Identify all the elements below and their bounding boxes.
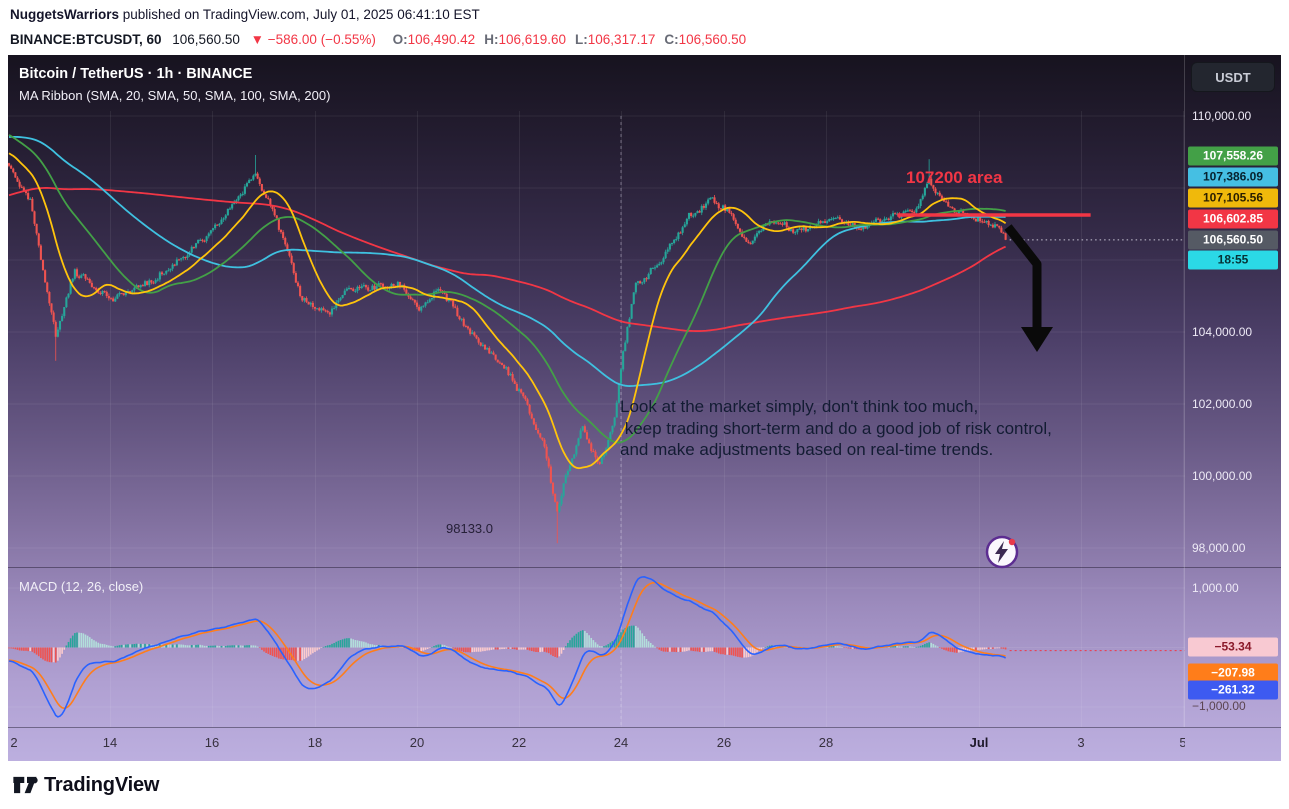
ohlc-field-value: 106,490.42 (407, 32, 476, 47)
chart-area[interactable]: Bitcoin / TetherUS · 1h · BINANCE MA Rib… (8, 55, 1281, 761)
time-axis-label: 14 (102, 735, 118, 750)
footer: TradingView (0, 761, 1289, 809)
price-change: ▼ −586.00 (−0.55%) (251, 32, 376, 47)
ohlc-field-label: L: (575, 32, 588, 47)
price-badge: 107,386.09 (1188, 167, 1278, 187)
time-axis-label: 20 (409, 735, 425, 750)
ohlc-field-value: 106,317.17 (587, 32, 656, 47)
swing-low-label: 98133.0 (446, 521, 493, 536)
price-badge: −261.32 (1188, 680, 1278, 700)
price-axis-label: 98,000.00 (1192, 541, 1246, 555)
price-axis-label: 1,000.00 (1192, 581, 1239, 595)
ohlc-field-value: 106,560.50 (678, 32, 747, 47)
trading-note-text: Look at the market simply, don't think t… (620, 396, 1052, 461)
time-axis[interactable]: 2 14 16 18 20 22 24 26 28 Jul 3 5 (8, 727, 1185, 761)
change-value: −586.00 (−0.55%) (267, 32, 376, 47)
time-axis-label: 24 (613, 735, 629, 750)
macd-label: MACD (12, 26, close) (19, 579, 144, 594)
time-axis-label: 22 (511, 735, 527, 750)
trading-note-line: and make adjustments based on real-time … (620, 440, 994, 459)
time-axis-label: 26 (716, 735, 732, 750)
ohlc-field-label: H: (484, 32, 499, 47)
trading-note-line: Look at the market simply, don't think t… (620, 397, 979, 416)
time-axis-label: 28 (818, 735, 834, 750)
ohlc-values: O:106,490.42 H:106,619.60 L:106,317.17 C:10… (384, 32, 747, 47)
price-badge: 106,560.50 (1188, 230, 1278, 250)
price-axis-label: 110,000.00 (1192, 109, 1252, 123)
price-axis-label: 102,000.00 (1192, 397, 1253, 411)
author-name: NuggetsWarriors (10, 7, 120, 22)
price-chart-canvas[interactable] (8, 55, 1281, 761)
time-axis-label: 16 (204, 735, 220, 750)
last-price-value: 106,560.50 (172, 32, 240, 47)
price-axis-label: −1,000.00 (1192, 699, 1246, 713)
ohlc-field-label: O: (392, 32, 408, 47)
price-axis-label: 100,000.00 (1192, 469, 1253, 483)
resistance-area-label: 107200 area (906, 168, 1003, 187)
price-axis-label: 104,000.00 (1192, 325, 1253, 339)
ohlc-field-value: 106,619.60 (498, 32, 567, 47)
price-badge: 106,602.85 (1188, 209, 1278, 229)
symbol-bar: BINANCE:BTCUSDT, 60 106,560.50 ▼ −586.00… (0, 27, 1289, 60)
price-badge: −53.34 (1188, 637, 1278, 657)
tradingview-brand[interactable]: TradingView (44, 774, 160, 796)
price-badge: 107,105.56 (1188, 188, 1278, 208)
ohlc-field-label: C: (664, 32, 679, 47)
price-badge: 18:55 (1188, 250, 1278, 270)
ma-ribbon-label: MA Ribbon (SMA, 20, SMA, 50, SMA, 100, S… (19, 88, 331, 103)
author-avatar-icon (984, 534, 1020, 570)
time-axis-label: 2 (10, 735, 18, 750)
time-axis-label: Jul (969, 735, 989, 750)
currency-usdt-button[interactable]: USDT (1191, 62, 1275, 92)
time-axis-label: 5 (1179, 735, 1185, 750)
axis-divider (8, 727, 1281, 728)
chart-title: Bitcoin / TetherUS · 1h · BINANCE (19, 66, 253, 82)
time-axis-label: 18 (307, 735, 323, 750)
time-axis-label: 3 (1077, 735, 1085, 750)
down-triangle-icon: ▼ (250, 32, 264, 47)
publish-info: published on TradingView.com, July 01, 2… (119, 7, 480, 22)
price-scale[interactable]: 110,000.00 104,000.00 102,000.00 100,000.00… (1184, 55, 1281, 727)
price-badge: 107,558.26 (1188, 146, 1278, 166)
tradingview-logo-icon[interactable] (12, 772, 42, 803)
price-badge: −207.98 (1188, 663, 1278, 683)
publish-bar: NuggetsWarriors published on TradingView… (0, 0, 1289, 34)
symbol-name: BINANCE:BTCUSDT, 60 (10, 32, 162, 47)
pane-divider (8, 567, 1281, 568)
trading-note-line: keep trading short-term and do a good jo… (620, 418, 1052, 438)
